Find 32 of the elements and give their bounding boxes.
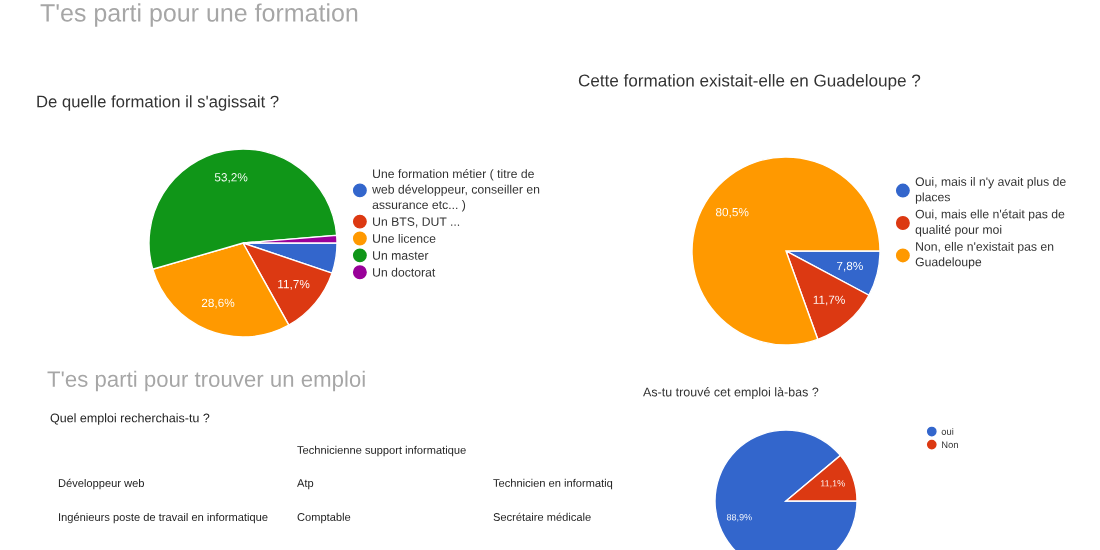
data-label: 80,5% (715, 207, 749, 218)
legend-label: Non, elle n'existait pas en Guadeloupe (915, 241, 1054, 269)
text: Ingénieurs poste de travail en informatique (59, 512, 268, 524)
data-label: 53,2% (214, 173, 248, 183)
chart-title: De quelle formation il s'agissait ? (37, 95, 279, 111)
legend-label: Un doctorat (373, 267, 436, 277)
data-label: 11,7% (278, 279, 310, 290)
text: Quel emploi recherchais-tu ? (50, 413, 210, 425)
text: Comptable (297, 512, 351, 524)
legend-label: oui (941, 428, 954, 435)
legend-label: Oui, mais elle n'était pas de qualité pour moi (915, 209, 1065, 237)
data-label: 28,6% (201, 298, 235, 309)
legend-label: Un master (373, 251, 429, 260)
legend-label: Oui, mais il n'y avait plus de places (915, 177, 1066, 204)
data-label: 88,9% (726, 514, 752, 522)
data-label: 11,7% (813, 295, 845, 306)
chart-title: As-tu trouvé cet emploi là-bas ? (643, 387, 819, 399)
text: Atp (297, 479, 314, 490)
legend-label: Non (942, 441, 958, 448)
pie-slice (691, 156, 881, 346)
text: Secrétaire médicale (493, 512, 591, 521)
data-label: 7,8% (836, 261, 863, 272)
text: Développeur web (58, 478, 145, 490)
text: Technicienne support informatique (297, 445, 466, 457)
legend-label: Un BTS, DUT ... (373, 217, 460, 228)
legend-label: Une licence (373, 233, 436, 243)
text: T'es parti pour une formation (40, 3, 358, 27)
legend-label: Une formation métier ( titre de web développeur, conseiller en assurance etc... ) (372, 168, 540, 212)
text: Technicien en informatiq (493, 478, 613, 490)
data-label: 11,1% (820, 480, 845, 488)
chart-title: Cette formation existait-elle en Guadeloupe ? (578, 74, 921, 90)
text: T'es parti pour trouver un emploi (47, 370, 365, 392)
